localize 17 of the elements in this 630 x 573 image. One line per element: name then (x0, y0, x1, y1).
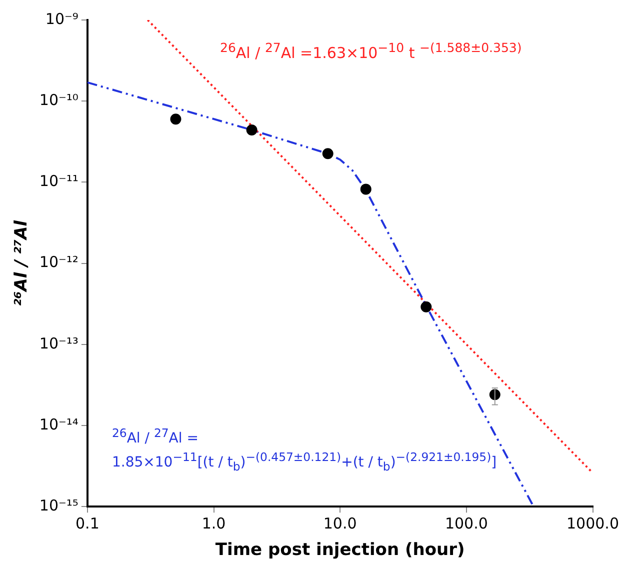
y-tick-label: 10⁻¹⁴ (39, 415, 78, 434)
x-tick-label: 0.1 (76, 514, 100, 532)
x-tick-label: 10.0 (323, 514, 357, 532)
y-tick-label: 10⁻¹¹ (39, 172, 78, 190)
y-tick-label: 10⁻¹³ (39, 334, 78, 352)
x-tick-label: 1000.0 (566, 514, 620, 532)
x-tick-label: 100.0 (444, 514, 488, 532)
y-axis-title: ²⁶Al / ²⁷Al (12, 219, 32, 306)
text: 1.85×10$^{−11}$[(t / t$_{b}$)$^{−(0.457±0.121)}$+(t / t$_{b}$)$^{−(2.921±0.195)}$] (112, 450, 497, 474)
y-tick-label: 10⁻¹⁰ (39, 90, 78, 109)
x-axis-title: Time post injection (hour) (215, 540, 465, 560)
y-tick-label: 10⁻⁹ (45, 10, 78, 28)
y-tick-label: 10⁻¹² (39, 253, 78, 272)
x-tick-label: 1.0 (202, 514, 226, 532)
annotation: $^{26}$Al / $^{27}$Al =1.63×10$^{−10}$ t $^{−(1.588±0.353)}$ (220, 40, 522, 62)
y-tick-label: 10⁻¹⁵ (39, 496, 78, 514)
annotation: $^{26}$Al / $^{27}$Al = (112, 426, 198, 448)
